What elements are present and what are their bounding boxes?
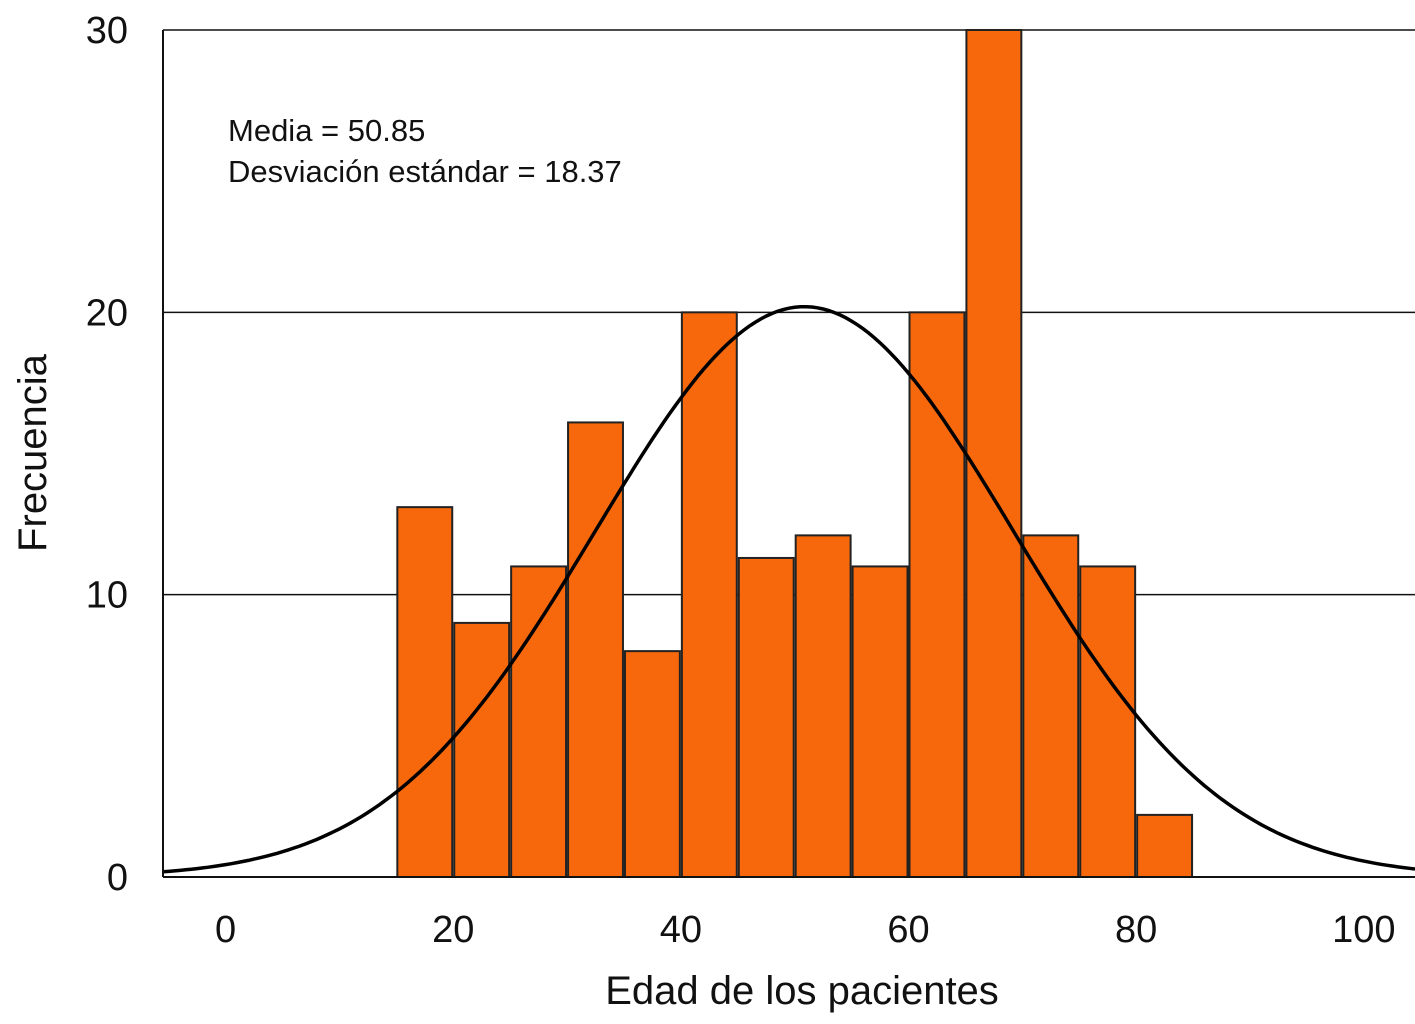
histogram-bar-75-80: [1079, 565, 1137, 879]
histogram-bar-15-20: [396, 506, 454, 878]
x-tick-label-60: 60: [887, 909, 929, 951]
histogram-bar-70-75: [1022, 534, 1080, 878]
y-tick-label-20: 20: [86, 292, 128, 334]
x-tick-label-80: 80: [1115, 909, 1157, 951]
y-axis-ticks: 0 10 20 30: [86, 10, 128, 899]
x-tick-label-20: 20: [432, 909, 474, 951]
histogram-bar-55-60: [851, 565, 909, 879]
histogram-bar-65-70: [965, 29, 1023, 878]
y-axis-label: Frecuencia: [11, 353, 55, 552]
histogram-bar-80-85: [1136, 813, 1194, 878]
normal-distribution-curve: [162, 304, 1415, 874]
x-axis-ticks: 0 20 40 60 80 100: [215, 909, 1395, 951]
y-tick-label-10: 10: [86, 575, 128, 617]
histogram-bar-30-35: [567, 421, 624, 878]
x-tick-label-100: 100: [1332, 909, 1395, 951]
std-dev-annotation: Desviación estándar = 18.37: [228, 154, 622, 189]
histogram-bar-50-55: [794, 534, 852, 878]
histogram-bar-20-25: [453, 621, 511, 879]
histogram-bar-25-30: [510, 565, 568, 879]
histogram-bars: [396, 29, 1194, 879]
histogram-bar-45-50: [737, 556, 795, 878]
x-axis-label: Edad de los pacientes: [605, 969, 999, 1013]
histogram-bar-60-65: [908, 311, 966, 879]
mean-annotation: Media = 50.85: [228, 113, 425, 148]
x-tick-label-0: 0: [215, 909, 236, 951]
histogram-bar-35-40: [623, 650, 681, 879]
x-tick-label-40: 40: [660, 909, 702, 951]
histogram-bar-40-45: [680, 311, 738, 879]
y-tick-label-30: 30: [86, 10, 128, 52]
axes-frame: [162, 30, 1415, 878]
y-tick-label-0: 0: [107, 857, 128, 899]
